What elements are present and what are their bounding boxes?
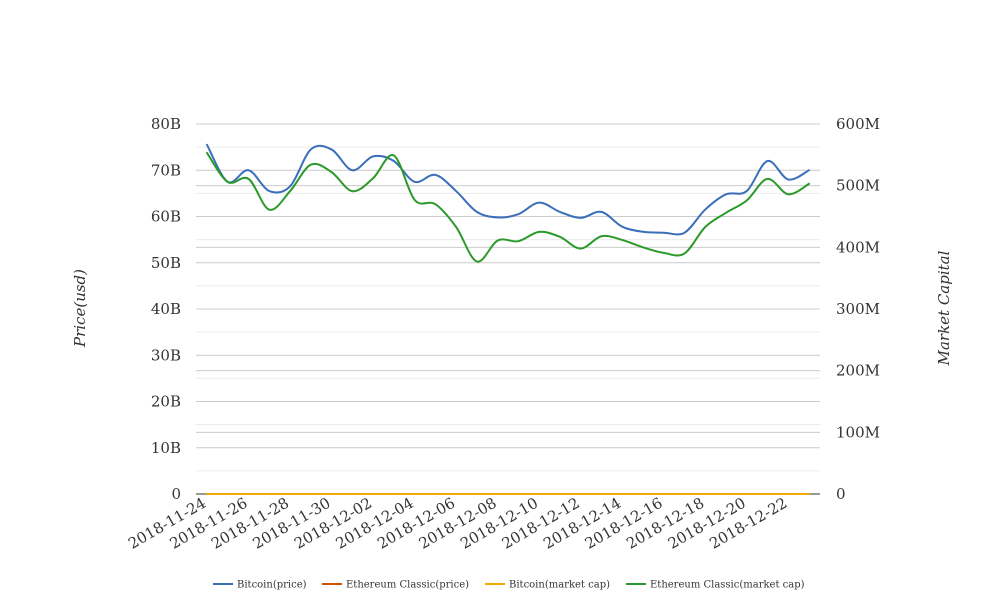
y-left-tick-label: 10B [151, 439, 181, 457]
legend-item: Bitcoin(price) [213, 580, 307, 591]
y-left-tick-label: 70B [151, 161, 181, 179]
grid-lines [196, 123, 820, 495]
y-left-tick-label: 60B [151, 208, 181, 226]
series-line-ethereum-classic-market-cap [206, 151, 810, 263]
legend-item: Bitcoin(market cap) [485, 580, 610, 591]
legend-label: Ethereum Classic(market cap) [650, 580, 805, 591]
x-axis: 2018-11-242018-11-262018-11-282018-11-30… [125, 494, 790, 553]
y-left-tick-label: 30B [151, 346, 181, 364]
y-left-tick-label: 80B [151, 115, 181, 133]
y-right-tick-label: 300M [836, 300, 880, 318]
y-axis-left: 0 10B 20B 30B 40B 50B 60B 70B 80B [151, 115, 181, 503]
y-right-tick-label: 400M [836, 238, 880, 256]
legend: Bitcoin(price) Ethereum Classic(price) Bit… [213, 580, 805, 591]
legend-label: Bitcoin(price) [237, 580, 307, 591]
y-left-tick-label: 40B [151, 300, 181, 318]
legend-label: Bitcoin(market cap) [509, 580, 610, 591]
legend-label: Ethereum Classic(price) [346, 580, 469, 591]
y-right-tick-label: 500M [836, 177, 880, 195]
y-right-tick-label: 600M [836, 115, 880, 133]
y-axis-left-title: Price(usd) [71, 269, 89, 348]
y-right-tick-label: 0 [836, 485, 846, 503]
y-left-tick-label: 20B [151, 393, 181, 411]
y-left-tick-label: 0 [171, 485, 181, 503]
series-lines [206, 143, 810, 495]
y-axis-right: 0 100M 200M 300M 400M 500M 600M [836, 115, 880, 503]
y-left-tick-label: 50B [151, 254, 181, 272]
series-line-bitcoin-price [206, 143, 810, 236]
y-axis-right-title: Market Capital [935, 250, 953, 366]
y-right-tick-label: 100M [836, 423, 880, 441]
legend-item: Ethereum Classic(market cap) [626, 580, 805, 591]
y-right-tick-label: 200M [836, 362, 880, 380]
legend-item: Ethereum Classic(price) [322, 580, 469, 591]
